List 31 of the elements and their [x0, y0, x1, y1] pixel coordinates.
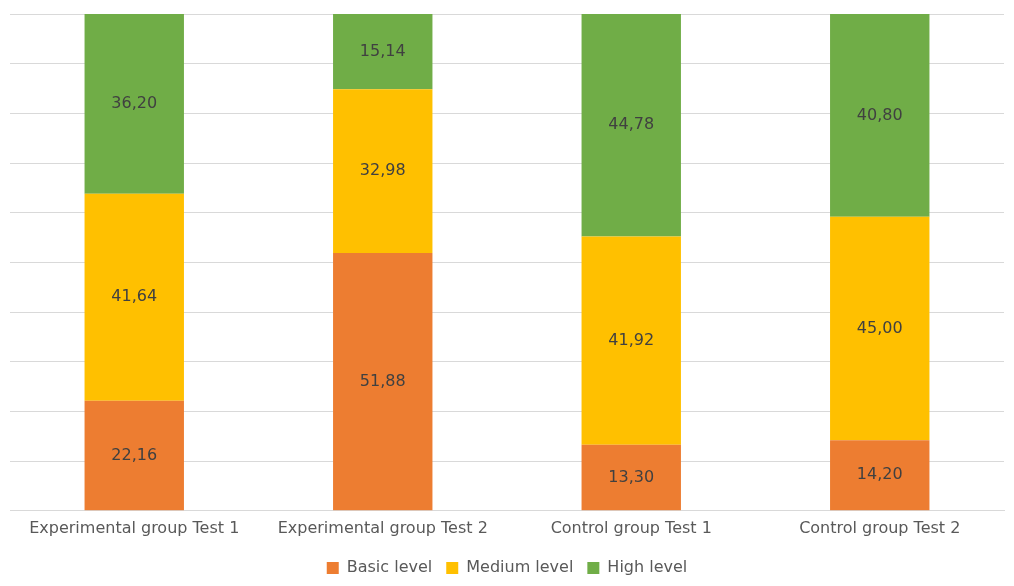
data-label: 51,88 — [359, 370, 406, 390]
bar — [830, 216, 930, 441]
x-tick-label: Control group Test 2 — [799, 517, 961, 537]
data-label: 45,00 — [856, 317, 903, 337]
bar — [581, 14, 681, 237]
bar — [84, 400, 184, 511]
data-label: 40,80 — [856, 104, 903, 124]
data-label: 13,30 — [608, 466, 655, 486]
data-label: 15,14 — [359, 40, 406, 60]
x-tick-label: Experimental group Test 1 — [29, 517, 240, 537]
data-label: 44,78 — [608, 114, 655, 134]
data-label: 41,92 — [608, 329, 655, 349]
bar — [830, 14, 930, 217]
data-label: 32,98 — [359, 160, 406, 180]
bar — [333, 14, 433, 90]
bar — [830, 440, 930, 511]
data-label: 36,20 — [111, 93, 158, 113]
x-tick-label: Control group Test 1 — [550, 517, 712, 537]
data-label: 22,16 — [111, 444, 158, 464]
legend-label: Medium level — [466, 557, 574, 577]
x-tick-label: Experimental group Test 2 — [277, 517, 488, 537]
data-label: 41,64 — [111, 286, 158, 306]
legend-label: High level — [607, 557, 688, 577]
data-label: 14,20 — [856, 464, 903, 484]
bar — [333, 89, 433, 254]
bar — [333, 253, 433, 511]
legend-label: Basic level — [346, 557, 433, 577]
bar — [581, 444, 681, 511]
bar — [84, 14, 184, 194]
bar — [84, 193, 184, 401]
bar — [581, 236, 681, 445]
